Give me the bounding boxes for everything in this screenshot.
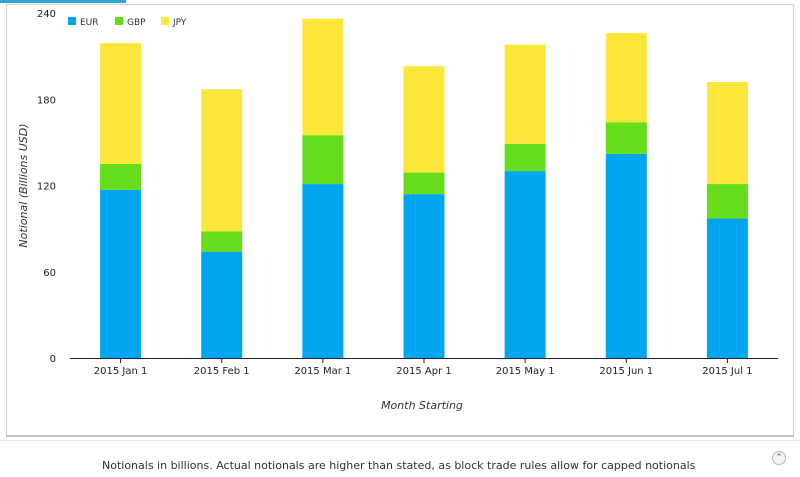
bar-jpy-1 [100, 43, 142, 164]
legend-swatch-eur [68, 17, 76, 25]
y-tick-label: 240 [37, 9, 56, 20]
legend: EUR GBP JPY [68, 17, 187, 28]
bar-gbp-7 [706, 184, 748, 219]
bar-gbp-6 [605, 122, 647, 154]
bar-eur-4 [403, 194, 445, 358]
bar-gbp-3 [302, 135, 344, 185]
x-tick-label: 2015 Apr 1 [396, 366, 451, 377]
x-tick-label: 2015 Jun 1 [599, 366, 653, 377]
x-tick-label: 2015 Jan 1 [94, 366, 148, 377]
x-tick-label: 2015 Jul 1 [702, 366, 752, 377]
y-tick-label: 180 [37, 95, 56, 106]
legend-swatch-gbp [115, 17, 123, 25]
double-chevron-up-icon[interactable]: ⌃ [772, 451, 786, 465]
bar-jpy-2 [201, 89, 243, 232]
bar-eur-7 [706, 218, 748, 358]
bar-gbp-2 [201, 231, 243, 252]
bar-jpy-5 [504, 44, 546, 144]
bar-eur-3 [302, 184, 344, 358]
bar-jpy-4 [403, 66, 445, 173]
bars [100, 18, 748, 358]
bar-jpy-3 [302, 18, 344, 136]
y-tick-label: 60 [43, 268, 56, 279]
top-accent-bar [0, 0, 126, 3]
bar-eur-5 [504, 171, 546, 358]
bar-eur-6 [605, 153, 647, 358]
bar-gbp-1 [100, 163, 142, 190]
footnote-text: Notionals in billions. Actual notionals … [102, 459, 696, 472]
bar-gbp-4 [403, 172, 445, 195]
legend-swatch-jpy [161, 17, 169, 25]
y-tick-label: 120 [37, 182, 56, 193]
stacked-bar-chart: EUR GBP JPY 0 60 120 180 240 2015 Jan 1 2015 Fe… [17, 9, 778, 412]
x-tick-label: 2015 Feb 1 [194, 366, 250, 377]
bar-eur-1 [100, 189, 142, 358]
x-tick-label: 2015 Mar 1 [294, 366, 351, 377]
legend-label-gbp: GBP [127, 18, 146, 28]
y-tick-label: 0 [50, 354, 56, 365]
x-axis-ticks: 2015 Jan 1 2015 Feb 1 2015 Mar 1 2015 Apr 1… [94, 358, 753, 377]
bar-eur-2 [201, 251, 243, 358]
bar-gbp-5 [504, 143, 546, 172]
footer-divider [0, 440, 800, 441]
legend-label-eur: EUR [80, 18, 99, 28]
legend-label-jpy: JPY [172, 18, 187, 28]
bar-jpy-6 [605, 33, 647, 123]
x-tick-label: 2015 May 1 [496, 366, 555, 377]
x-axis-title: Month Starting [381, 399, 463, 412]
y-axis-title: Notional (Billions USD) [17, 123, 30, 247]
y-axis-ticks: 0 60 120 180 240 [37, 9, 56, 365]
bar-jpy-7 [706, 82, 748, 185]
